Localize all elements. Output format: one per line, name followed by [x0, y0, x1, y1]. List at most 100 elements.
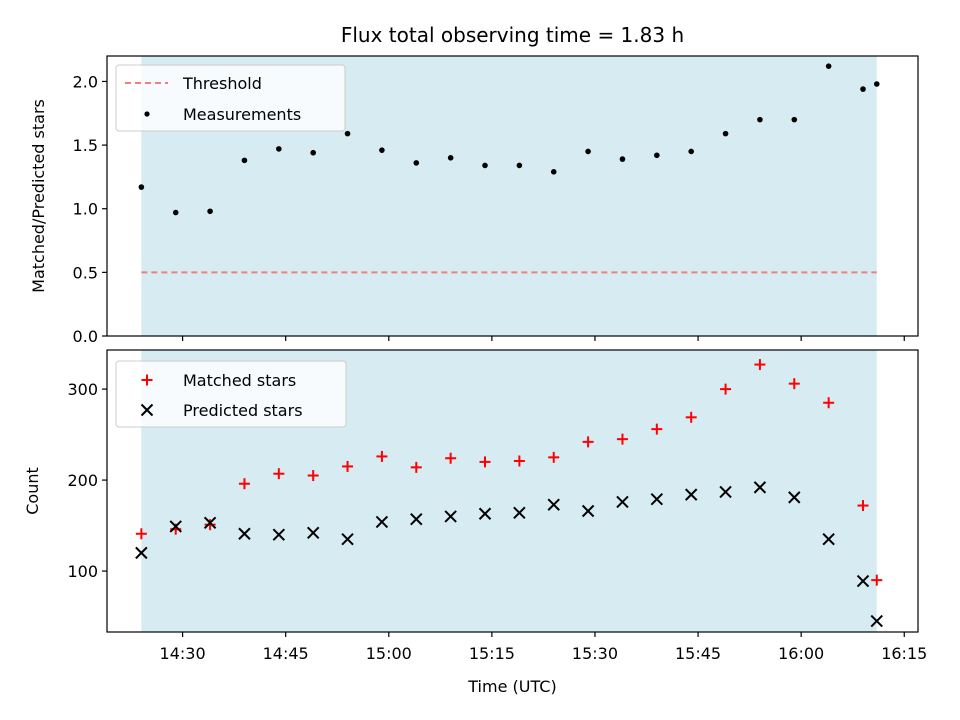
top-panel: 0.0 0.5 1.0 1.5 2.0 Flux total observing tim…	[29, 23, 919, 346]
bottom-legend: Matched stars Predicted stars	[115, 360, 347, 428]
measurement-point	[516, 162, 523, 169]
x-stroke-b	[513, 506, 526, 520]
measurement-point	[654, 152, 660, 159]
measurement-point	[207, 208, 213, 215]
measurement-point	[172, 209, 179, 216]
predicted-star-point	[822, 533, 835, 546]
top-y-ticks: 0.0 0.5 1.0 1.5 2.0	[73, 72, 107, 346]
measurement-point	[873, 81, 880, 87]
predicted-star-point	[870, 614, 883, 628]
matched-star-point	[410, 461, 422, 473]
bottom-y-axis-label: Count	[23, 467, 42, 515]
matched-star-point	[204, 519, 216, 531]
bottom-panel: 100 200 300 14:30 14:45 15:00 15:15 15:30 15:45…	[23, 349, 927, 696]
measurement-point	[722, 130, 729, 137]
x-stroke-b	[856, 574, 870, 588]
x-stroke-b	[169, 520, 182, 533]
x-stroke-b	[306, 526, 320, 540]
x-stroke-b	[203, 516, 217, 530]
matched-star-point	[513, 455, 525, 467]
predicted-star-point	[650, 492, 664, 506]
matched-star-point	[135, 528, 147, 540]
top-y-axis-label: Matched/Predicted stars	[29, 99, 48, 293]
measurement-point	[138, 184, 145, 190]
x-stroke-b	[616, 495, 629, 509]
measurement-point	[688, 148, 694, 155]
matched-star-point	[342, 460, 354, 472]
matched-star-point	[857, 500, 869, 512]
x-stroke-b	[140, 403, 154, 417]
matched-star-point	[582, 436, 594, 448]
predicted-star-point	[375, 515, 389, 529]
measurement-point	[757, 116, 763, 123]
x-stroke-b	[650, 492, 664, 506]
x-stroke-b	[272, 528, 286, 541]
x-tick-label: 15:00	[366, 644, 412, 663]
x-stroke-b	[822, 533, 835, 546]
predicted-star-point	[719, 485, 732, 499]
measurement-point	[344, 130, 351, 137]
x-stroke-b	[753, 481, 767, 494]
legend-measurements-label: Measurements	[183, 105, 301, 124]
measurement-point	[585, 148, 591, 155]
bottom-x-ticks: 14:30 14:45 15:00 15:15 15:30 15:45 16:00 16:15	[160, 632, 927, 663]
predicted-star-point	[581, 504, 595, 518]
matched-star-point	[479, 456, 491, 468]
measurement-point	[310, 149, 316, 156]
predicted-star-point	[410, 512, 423, 526]
top-marks	[138, 63, 880, 274]
predicted-star-point	[788, 491, 801, 504]
measurement-point	[413, 160, 420, 166]
top-y-tick-label: 1.5	[73, 136, 98, 155]
top-y-tick-label: 0.5	[73, 263, 98, 282]
x-stroke-b	[135, 546, 148, 560]
x-stroke-b	[547, 498, 560, 511]
matched-star-point	[307, 470, 319, 482]
matched-star-point	[238, 478, 250, 490]
predicted-star-point	[753, 481, 767, 494]
legend-matched-swatch	[141, 374, 153, 386]
matched-star-point	[445, 452, 457, 464]
measurement-point	[791, 116, 798, 123]
predicted-star-point	[616, 495, 629, 509]
x-tick-label: 16:00	[778, 644, 824, 663]
x-stroke-b	[478, 507, 492, 520]
predicted-star-point	[238, 527, 251, 540]
x-tick-label: 16:15	[881, 644, 927, 663]
measurement-point	[619, 156, 626, 162]
legend-threshold-label: Threshold	[182, 74, 262, 93]
x-stroke-b	[341, 533, 354, 546]
x-tick-label: 14:30	[160, 644, 206, 663]
chart-title: Flux total observing time = 1.83 h	[341, 23, 684, 47]
x-tick-label: 15:15	[469, 644, 515, 663]
top-y-tick-label: 2.0	[73, 72, 98, 91]
x-tick-label: 15:45	[675, 644, 721, 663]
measurement-point	[550, 169, 557, 175]
legend-predicted-label: Predicted stars	[183, 401, 303, 420]
x-stroke-b	[788, 491, 801, 504]
x-stroke-b	[444, 510, 457, 523]
predicted-star-point	[272, 528, 286, 541]
matched-star-point	[273, 468, 285, 480]
bottom-axes-frame	[106, 349, 919, 633]
measurement-point	[825, 63, 832, 69]
top-y-tick-label: 0.0	[73, 327, 98, 346]
predicted-star-point	[478, 507, 492, 520]
top-x-ticks	[182, 336, 905, 341]
predicted-star-point	[135, 546, 148, 560]
x-stroke-b	[375, 515, 389, 529]
legend-matched-marker	[141, 374, 153, 386]
top-y-tick-label: 1.0	[73, 200, 98, 219]
x-tick-label: 15:30	[572, 644, 618, 663]
matched-star-point	[651, 423, 663, 435]
bottom-marks	[135, 359, 883, 628]
predicted-star-point	[684, 488, 698, 501]
matched-star-point	[871, 574, 883, 586]
x-stroke-b	[238, 527, 251, 540]
x-stroke-b	[684, 488, 698, 501]
top-legend: Threshold Measurements	[115, 64, 346, 132]
bottom-y-ticks: 100 200 300	[67, 380, 107, 581]
top-axes-frame	[106, 55, 919, 337]
measurement-point	[379, 147, 385, 153]
matched-star-point	[823, 397, 835, 409]
